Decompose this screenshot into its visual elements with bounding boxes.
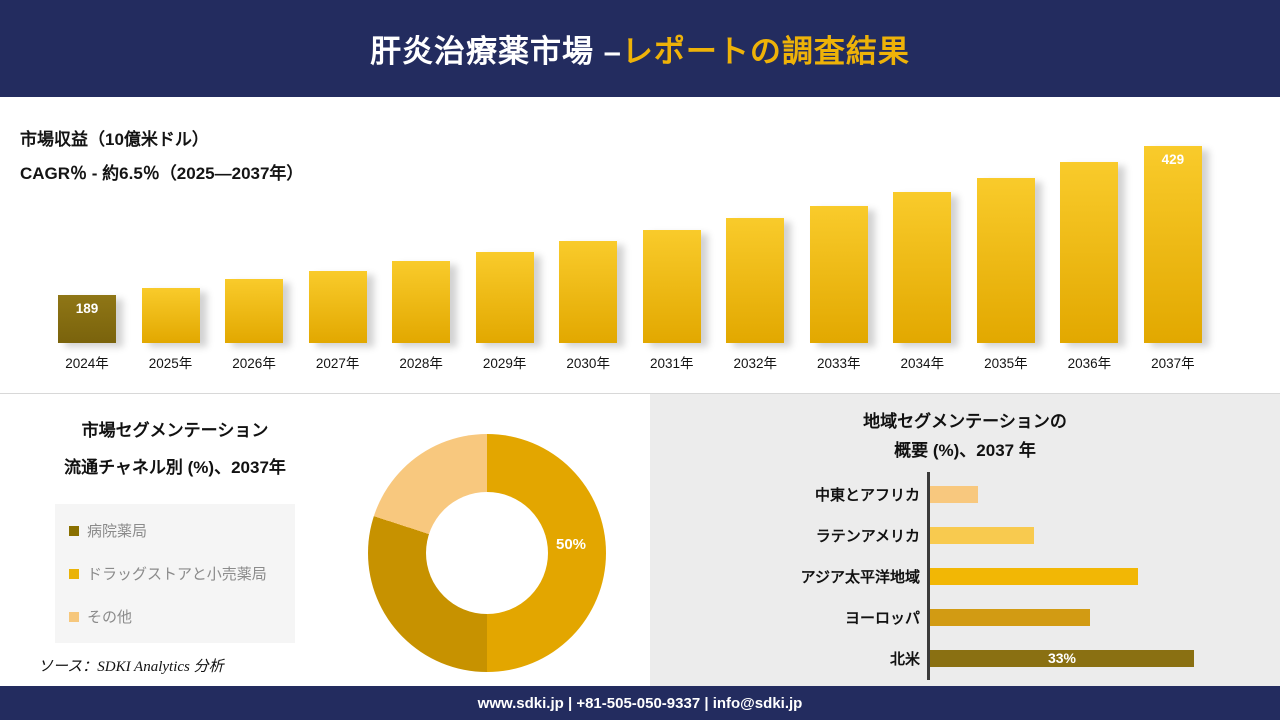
revenue-bar [726,218,785,343]
revenue-bar: 429 [1143,146,1202,343]
revenue-bar-column: 2027年 [308,271,367,371]
legend-swatch [69,568,79,579]
revenue-bar [976,178,1035,343]
region-bar: 33% [930,650,1194,667]
year-label: 2031年 [649,356,694,371]
year-label: 2035年 [984,356,1028,371]
revenue-unit-label: 市場収益（10億米ドル） [20,130,209,149]
revenue-bar [809,206,868,343]
year-label: 2036年 [1067,356,1112,371]
region-row: 北米 33% [650,638,1280,679]
region-label: 中東とアフリカ [814,487,920,504]
donut-legend: 病院薬局ドラッグストアと小売薬局 その他 [55,504,295,643]
legend-item: ドラッグストアと小売薬局 [69,563,281,584]
page-title-accent: レポートの調査結果 [621,34,910,69]
revenue-bar-column: 2035年 [976,178,1035,371]
legend-label: ドラッグストアと小売薬局 [87,567,267,583]
revenue-chart-notes: 市場収益（10億米ドル） CAGR％ - 約6.5％（2025―2037年） [20,123,303,191]
revenue-bar-column: 2029年 [475,252,534,371]
donut-chart [368,434,606,672]
revenue-bar-column: 2033年 [809,206,868,371]
revenue-bar [141,288,200,343]
revenue-bar-value: 189 [75,301,99,316]
revenue-bar-column: 2026年 [225,279,284,371]
revenue-bar-column: 2032年 [726,218,785,371]
cagr-label: CAGR％ - 約6.5％（2025―2037年） [20,164,304,183]
year-label: 2033年 [817,356,861,371]
year-label: 2029年 [482,356,527,371]
source-note: ソース：SDKI Analytics 分析 [38,659,224,675]
region-title-line2: 概要 (%)、2037 年 [894,440,1036,460]
revenue-bar-column: 2028年 [392,261,451,371]
revenue-bar-column: 429 2037年 [1143,146,1202,371]
page-title-main: 肝炎治療薬市場 – [370,34,622,69]
region-bar [930,609,1090,626]
year-label: 2027年 [315,356,360,371]
region-title: 地域セグメンテーションの 概要 (%)、2037 年 [650,408,1280,466]
revenue-bar-value: 429 [1161,152,1185,167]
segmentation-title-line2: 流通チャネル別 (%)、2037年 [64,458,286,478]
legend-label: その他 [87,610,133,626]
revenue-bar [559,241,618,343]
year-label: 2030年 [566,356,610,371]
region-title-line1: 地域セグメンテーションの [863,412,1067,431]
region-label: ヨーロッパ [844,610,920,627]
revenue-bar-column: 2031年 [642,230,701,371]
revenue-bar: 189 [58,295,116,343]
legend-item: その他 [69,606,281,627]
region-label: 北米 [889,651,920,668]
legend-swatch [69,525,79,536]
region-row: ラテンアメリカ [650,515,1280,556]
footer-banner: www.sdki.jp | +81-505-050-9337 | info@sd… [0,686,1280,720]
region-bar-value: 33% [1047,650,1077,666]
region-label: アジア太平洋地域 [800,569,920,586]
revenue-chart-section: 市場収益（10億米ドル） CAGR％ - 約6.5％（2025―2037年） 1… [0,97,1280,394]
region-bar [930,486,978,503]
revenue-bar [475,252,534,343]
header-banner: 肝炎治療薬市場 –レポートの調査結果 [0,0,1280,97]
revenue-bar [308,271,367,343]
segmentation-title-line1: 市場セグメンテーション [81,421,269,440]
year-label: 2032年 [733,356,778,371]
year-label: 2025年 [148,356,193,371]
revenue-bar [893,192,952,343]
footer-contact: www.sdki.jp | +81-505-050-9337 | info@sd… [477,694,803,712]
region-panel: 地域セグメンテーションの 概要 (%)、2037 年 中東とアフリカ ラテンアメリ… [645,394,1280,686]
revenue-bar [1060,162,1119,343]
year-label: 2028年 [399,356,443,371]
page-title: 肝炎治療薬市場 –レポートの調査結果 [370,26,910,71]
year-label: 2024年 [65,356,109,371]
revenue-bar-chart: 189 2024年 2025年 2026年 2027年 2028年 2029年 2030年 20… [58,141,1202,371]
segmentation-title: 市場セグメンテーション 流通チャネル別 (%)、2037年 [10,412,340,487]
segmentation-panel: 市場セグメンテーション 流通チャネル別 (%)、2037年 病院薬局ドラッグスト… [0,394,645,686]
revenue-bar-column: 189 2024年 [58,295,116,371]
legend-swatch [69,611,79,622]
region-chart-axis [927,472,930,680]
region-label: ラテンアメリカ [815,528,920,545]
region-row: 中東とアフリカ [650,474,1280,515]
donut-segment-label: 50% [556,536,587,553]
region-row: ヨーロッパ [650,597,1280,638]
revenue-bar-column: 2030年 [559,241,618,371]
revenue-bar-column: 2036年 [1060,162,1119,371]
legend-item: 病院薬局 [69,520,281,541]
region-bar-chart: 中東とアフリカ ラテンアメリカアジア太平洋地域ヨーロッパ北米 33% [650,474,1280,679]
legend-label: 病院薬局 [87,524,148,540]
region-row: アジア太平洋地域 [650,556,1280,597]
revenue-bar [392,261,451,343]
revenue-bar [642,230,701,343]
year-label: 2034年 [900,356,945,371]
revenue-bar-column: 2025年 [141,288,200,371]
region-bar [930,568,1138,585]
bottom-section: 市場セグメンテーション 流通チャネル別 (%)、2037年 病院薬局ドラッグスト… [0,394,1280,686]
year-label: 2026年 [232,356,276,371]
region-bar [930,527,1034,544]
revenue-bar-column: 2034年 [893,192,952,371]
revenue-bar [225,279,284,343]
year-label: 2037年 [1151,356,1195,371]
